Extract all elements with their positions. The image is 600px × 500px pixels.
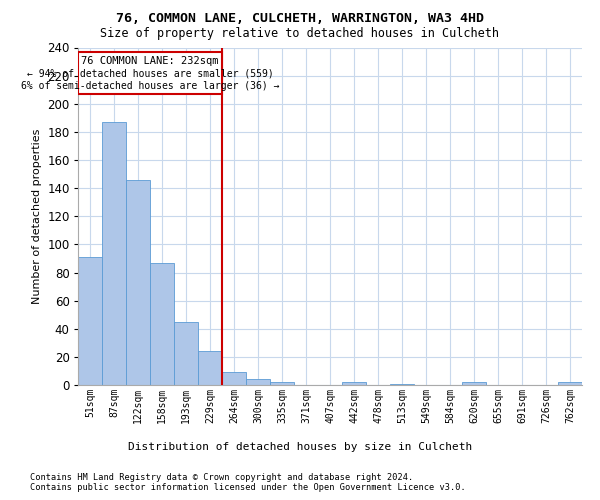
Bar (78, 257, 102, 385)
Text: Contains public sector information licensed under the Open Government Licence v3: Contains public sector information licen… (30, 484, 466, 492)
Text: Distribution of detached houses by size in Culcheth: Distribution of detached houses by size … (128, 442, 472, 452)
Bar (102, 122, 126, 385)
Bar (342, 382, 366, 385)
Text: 76, COMMON LANE, CULCHETH, WARRINGTON, WA3 4HD: 76, COMMON LANE, CULCHETH, WARRINGTON, W… (116, 12, 484, 26)
Bar (150, 262, 174, 385)
Bar (390, 384, 414, 385)
Text: Size of property relative to detached houses in Culcheth: Size of property relative to detached ho… (101, 28, 499, 40)
Y-axis label: Number of detached properties: Number of detached properties (32, 128, 42, 304)
Bar (78, 52, 222, 94)
Bar (222, 372, 246, 385)
Text: Contains HM Land Registry data © Crown copyright and database right 2024.: Contains HM Land Registry data © Crown c… (30, 472, 413, 482)
Bar (462, 382, 486, 385)
Text: 76 COMMON LANE: 232sqm: 76 COMMON LANE: 232sqm (81, 56, 219, 66)
Bar (174, 322, 198, 385)
Text: 6% of semi-detached houses are larger (36) →: 6% of semi-detached houses are larger (3… (21, 81, 279, 91)
Bar (558, 382, 582, 385)
Bar (198, 351, 222, 385)
Bar (126, 180, 150, 385)
Text: ← 94% of detached houses are smaller (559): ← 94% of detached houses are smaller (55… (26, 68, 274, 78)
Bar (246, 380, 270, 385)
Bar (270, 382, 294, 385)
